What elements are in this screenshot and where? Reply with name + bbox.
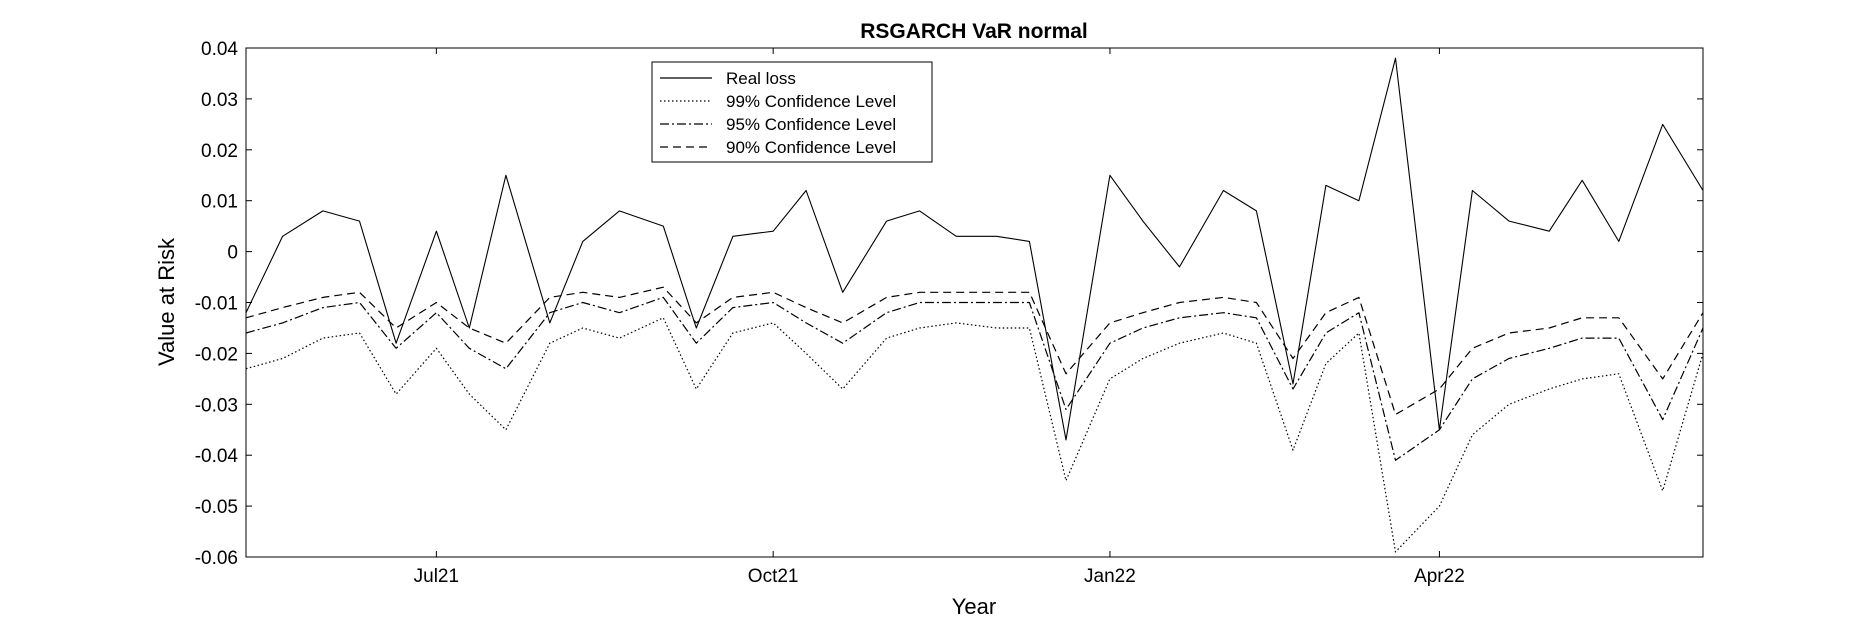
- x-tick-label: Jan22: [1084, 566, 1136, 587]
- y-axis: -0.06 -0.05 -0.04 -0.03 -0.02 -0.01 0 0.01 0.02 0…: [195, 39, 1703, 569]
- legend-label-1: 99% Confidence Level: [726, 92, 896, 111]
- x-tick-label: Apr22: [1414, 566, 1465, 587]
- legend-label-0: Real loss: [726, 69, 796, 88]
- legend-box: [651, 61, 933, 163]
- x-tick-label: Jul21: [414, 566, 459, 587]
- y-tick-label: -0.01: [195, 294, 238, 315]
- legend-label-2: 95% Confidence Level: [726, 115, 896, 134]
- y-tick-label: -0.05: [195, 497, 238, 518]
- y-tick-label: 0.01: [201, 192, 238, 213]
- series-layer: [245, 57, 1704, 553]
- series-line-2: [245, 296, 1704, 461]
- y-tick-label: 0.03: [201, 90, 238, 111]
- series-line-0: [245, 57, 1704, 441]
- y-tick-label: 0.02: [201, 141, 238, 162]
- y-tick-label: -0.04: [195, 446, 239, 467]
- y-tick-label: 0.04: [201, 39, 238, 60]
- x-axis-label: Year: [952, 594, 996, 619]
- y-tick-label: -0.02: [195, 344, 238, 365]
- y-axis-label: Value at Risk: [154, 237, 179, 366]
- series-line-1: [245, 317, 1704, 553]
- series-line-3: [245, 286, 1704, 416]
- x-tick-label: Oct21: [748, 566, 799, 587]
- x-axis: Jul21 Oct21 Jan22 Apr22: [414, 48, 1465, 587]
- y-tick-label: -0.03: [195, 395, 238, 416]
- y-tick-label: 0: [227, 243, 238, 264]
- legend-label-3: 90% Confidence Level: [726, 138, 896, 157]
- legend: Real loss 99% Confidence Level 95% Confide…: [651, 61, 933, 163]
- y-tick-label: -0.06: [195, 548, 238, 569]
- chart-title: RSGARCH VaR normal: [860, 20, 1088, 43]
